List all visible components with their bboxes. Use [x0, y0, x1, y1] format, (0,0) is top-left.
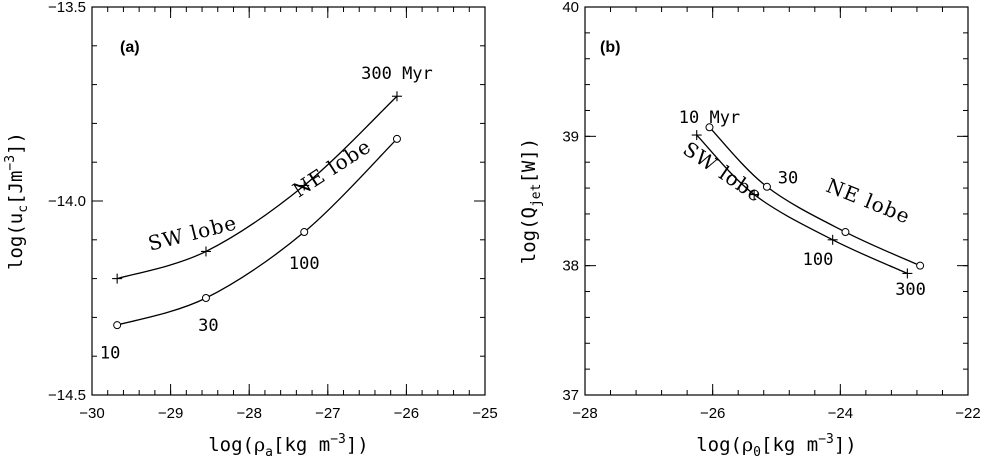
- y-tick-label: −14.5: [48, 387, 86, 404]
- y-tick-label: 39: [562, 128, 579, 145]
- point-plus-marker: [299, 180, 310, 191]
- point-circle-marker: [762, 182, 771, 191]
- point-circle-marker: [392, 134, 401, 143]
- point-circle-marker: [916, 261, 925, 270]
- x-tick-label: −26: [394, 405, 419, 422]
- series-name-label: SW lobe: [146, 210, 240, 255]
- point-plus-marker: [902, 268, 913, 279]
- x-axis-label: log(ρa[kg m−3]): [208, 432, 369, 460]
- series-line-sw: [116, 95, 398, 280]
- x-tick-label: −28: [572, 405, 597, 422]
- plot-frame: [584, 6, 969, 396]
- time-annotation: 10: [100, 343, 120, 363]
- time-annotation: 100: [289, 254, 320, 274]
- y-axis-label: log(uc[Jm−3]): [3, 132, 31, 270]
- time-annotation: 100: [803, 250, 834, 270]
- y-tick-label: −13.5: [48, 0, 86, 16]
- point-circle-marker: [841, 228, 850, 237]
- x-tick-label: −22: [955, 405, 980, 422]
- panel-label: (b): [600, 39, 620, 56]
- point-circle-marker: [705, 123, 714, 132]
- time-annotation: 30: [198, 316, 218, 336]
- x-tick-label: −25: [472, 405, 497, 422]
- point-plus-marker: [691, 130, 702, 141]
- panel-a: −30 −29 −28 −27 −26 −25 −14.5 −14.0 −13.5 (a) log(…: [3, 0, 498, 460]
- series-line-ne: [709, 126, 921, 267]
- x-tick-label: −28: [236, 405, 261, 422]
- point-plus-marker: [827, 234, 838, 245]
- series-line-sw: [696, 134, 908, 275]
- panel-b: −28 −26 −24 −22 37 38 39 40 (b) log(ρ0[kg m−3]) lo…: [518, 0, 981, 460]
- point-plus-marker: [749, 189, 760, 200]
- point-plus-marker: [112, 273, 123, 284]
- point-circle-marker: [201, 294, 210, 302]
- x-tick-label: −27: [315, 405, 340, 422]
- y-tick-label: 40: [562, 0, 579, 16]
- y-tick-label: 37: [562, 387, 579, 404]
- time-annotation: 30: [778, 169, 798, 189]
- series-line-ne: [116, 138, 398, 326]
- point-plus-marker: [391, 91, 402, 102]
- x-tick-label: −29: [158, 405, 183, 422]
- point-circle-marker: [113, 321, 122, 330]
- y-tick-label: 38: [562, 258, 579, 275]
- y-tick-label: −14.0: [48, 193, 86, 210]
- point-plus-marker: [200, 246, 211, 257]
- series-name-label: NE lobe: [288, 134, 375, 202]
- point-circle-marker: [300, 228, 309, 237]
- series-name-label: SW lobe: [679, 137, 768, 208]
- panel-label: (a): [120, 39, 140, 56]
- x-tick-label: −30: [79, 405, 104, 422]
- time-annotation: 10 Myr: [679, 108, 740, 128]
- time-annotation: 300 Myr: [361, 64, 433, 84]
- x-tick-label: −24: [828, 405, 853, 422]
- series-name-label: NE lobe: [823, 173, 914, 228]
- y-axis-label: log(Qjet[W]): [518, 138, 544, 264]
- x-axis-label: log(ρ0[kg m−3]): [696, 432, 857, 460]
- time-annotation: 300: [895, 280, 926, 300]
- x-tick-label: −26: [700, 405, 725, 422]
